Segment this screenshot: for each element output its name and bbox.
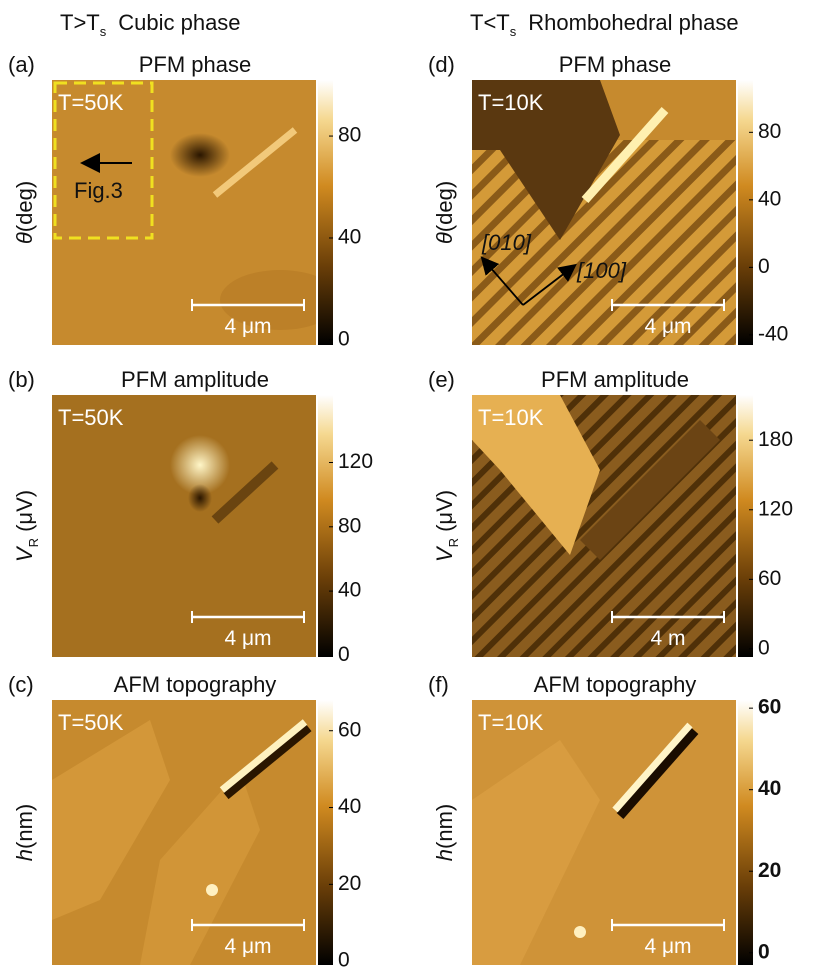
y-label-unit: (nm): [12, 804, 37, 849]
direction-label: [010]: [481, 230, 532, 255]
colorbar: [318, 80, 333, 345]
colorbar-tick-label: 20: [338, 872, 361, 895]
y-label-symbol: h: [12, 849, 37, 861]
header-rest: Cubic phase: [118, 10, 240, 35]
afm-topography-image: [52, 700, 316, 965]
temperature: T=10K: [478, 90, 544, 115]
colorbar-tick-label: 80: [338, 124, 361, 147]
scale-bar-label: 4 μm: [644, 315, 691, 338]
header-text: T<T: [470, 10, 510, 35]
panel-label: (a): [8, 52, 35, 77]
header-subscript: s: [100, 24, 107, 39]
panel-title: PFM amplitude: [121, 367, 269, 392]
panel-label: (f): [428, 672, 449, 697]
scale-bar-label: 4 μm: [224, 315, 271, 338]
colorbar-tick-label: 120: [338, 450, 373, 473]
y-label-symbol: V: [12, 545, 37, 562]
header-text: T>T: [60, 10, 100, 35]
colorbar-tick-label: 0: [338, 643, 350, 666]
scale-bar-label: 4 μm: [644, 935, 691, 958]
panel-title: AFM topography: [114, 672, 277, 697]
y-axis-label: h(nm): [432, 804, 457, 861]
colorbar-tick-label: 80: [758, 120, 781, 143]
panel-title: AFM topography: [534, 672, 697, 697]
y-axis-label: VR (μV): [12, 490, 41, 562]
temperature: T=10K: [478, 710, 544, 735]
colorbar: [738, 700, 753, 965]
direction-label: [100]: [576, 258, 627, 283]
column-header: T<Ts Rhombohedral phase: [470, 10, 739, 39]
colorbar-tick-label: 40: [338, 226, 361, 249]
panel-label: (d): [428, 52, 455, 77]
colorbar-tick-label: 40: [758, 187, 781, 210]
colorbar-tick-label: 0: [758, 636, 770, 659]
y-label-symbol: θ: [432, 232, 457, 244]
temperature: T=50K: [58, 90, 124, 115]
y-label-symbol: V: [432, 545, 457, 562]
colorbar-tick-label: 0: [758, 940, 770, 963]
panel-title: PFM phase: [139, 52, 252, 77]
y-label-subscript: R: [26, 538, 41, 547]
colorbar-tick-label: 20: [758, 859, 781, 882]
colorbar-tick-label: 0: [758, 255, 770, 278]
panel-label: (b): [8, 367, 35, 392]
colorbar-tick-label: 80: [338, 514, 361, 537]
y-label-unit: (nm): [432, 804, 457, 849]
scale-bar-label: 4 μm: [224, 627, 271, 650]
colorbar-tick-label: 0: [338, 949, 350, 969]
panel-title: PFM phase: [559, 52, 672, 77]
temperature: T=50K: [58, 710, 124, 735]
y-label-unit: (deg): [432, 181, 457, 232]
y-label-subscript: R: [446, 538, 461, 547]
colorbar-tick-label: 40: [758, 777, 781, 800]
pfm-amplitude-image: [52, 395, 316, 657]
y-label-unit: (μV): [432, 490, 457, 538]
panel-label: (c): [8, 672, 34, 697]
y-label-unit: (μV): [12, 490, 37, 538]
colorbar: [738, 395, 753, 657]
y-axis-label: h(nm): [12, 804, 37, 861]
colorbar-tick-label: 40: [338, 579, 361, 602]
colorbar-tick-label: -40: [758, 322, 788, 345]
y-label-unit: (deg): [12, 181, 37, 232]
y-label-symbol: θ: [12, 232, 37, 244]
column-header: T>Ts Cubic phase: [60, 10, 241, 39]
afm-topography-image: [472, 700, 736, 965]
colorbar-tick-label: 120: [758, 497, 793, 520]
colorbar-tick-label: 180: [758, 428, 793, 451]
temperature: T=10K: [478, 405, 544, 430]
colorbar-tick-label: 60: [758, 567, 781, 590]
pfm-phase-image: [472, 80, 736, 345]
pfm-phase-image: [52, 80, 316, 345]
scale-bar-label: 4 μm: [224, 935, 271, 958]
header-rest: Rhombohedral phase: [528, 10, 738, 35]
y-label-symbol: h: [432, 849, 457, 861]
y-axis-label: VR (μV): [432, 490, 461, 562]
colorbar-tick-label: 40: [338, 795, 361, 818]
colorbar-tick-label: 60: [338, 718, 361, 741]
colorbar: [738, 80, 753, 345]
pfm-amplitude-image: [472, 395, 736, 657]
figure-reference: Fig.3: [74, 178, 123, 203]
colorbar: [318, 395, 333, 657]
colorbar-tick-label: 60: [758, 696, 781, 719]
colorbar: [318, 700, 333, 965]
header-subscript: s: [510, 24, 517, 39]
colorbar-tick-label: 0: [338, 327, 350, 350]
y-axis-label: θ(deg): [432, 181, 457, 244]
panel-label: (e): [428, 367, 455, 392]
panel-title: PFM amplitude: [541, 367, 689, 392]
y-axis-label: θ(deg): [12, 181, 37, 244]
scale-bar-label: 4 m: [650, 627, 685, 650]
temperature: T=50K: [58, 405, 124, 430]
